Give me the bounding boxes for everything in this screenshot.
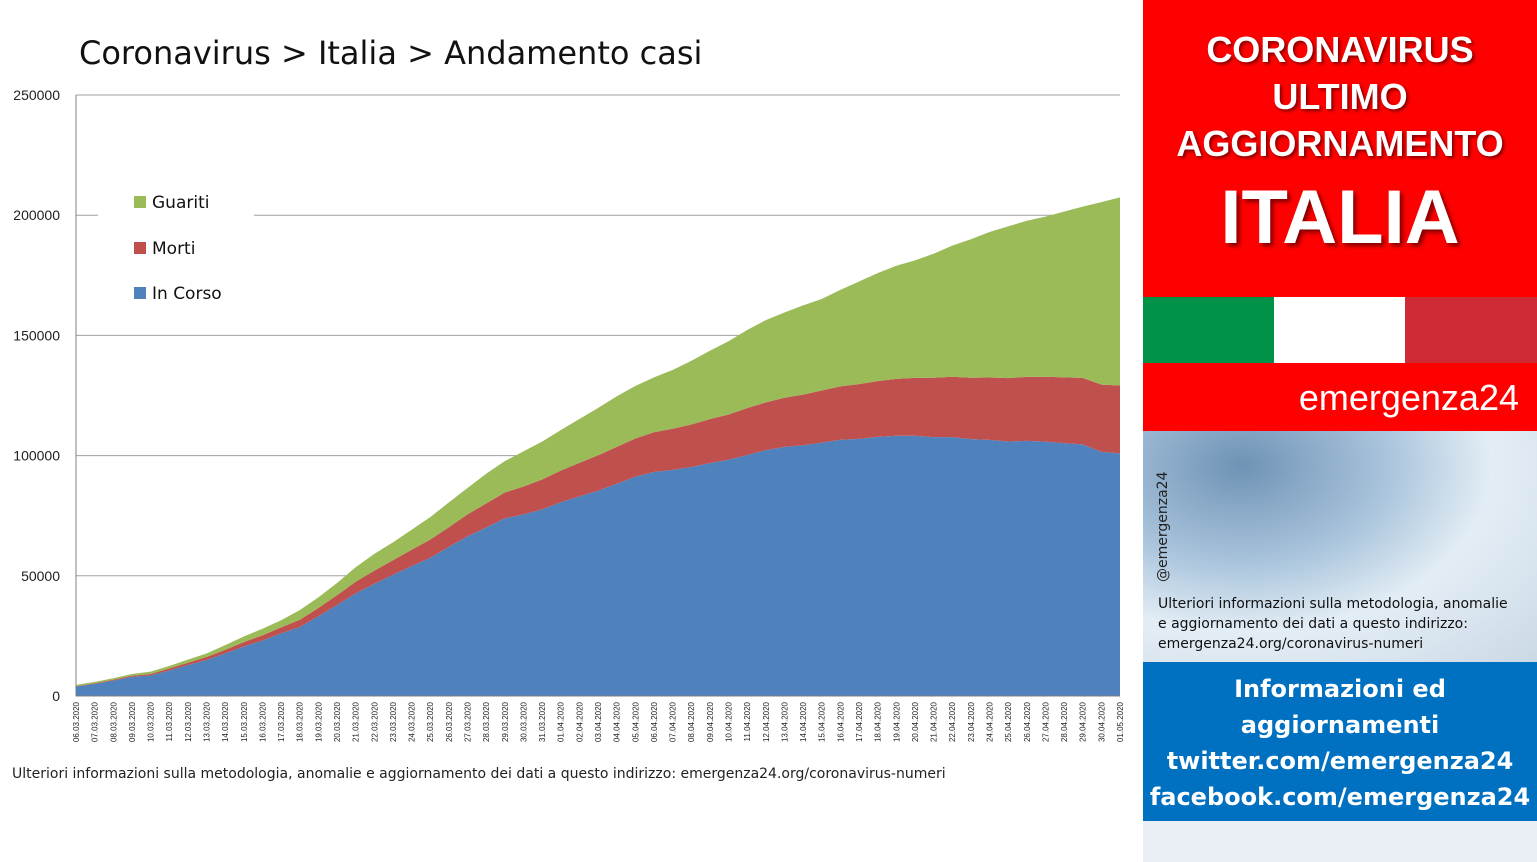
x-tick-label: 28.04.2020 — [1060, 701, 1069, 742]
x-tick-label: 05.04.2020 — [631, 701, 640, 742]
x-tick-label: 14.03.2020 — [221, 701, 230, 742]
legend-label: Morti — [152, 239, 195, 259]
x-tick-label: 10.04.2020 — [725, 701, 734, 742]
x-tick-label: 01.05.2020 — [1116, 701, 1125, 742]
x-tick-label: 07.04.2020 — [669, 701, 678, 742]
x-tick-label: 15.04.2020 — [818, 701, 827, 742]
banner-line-3: AGGIORNAMENTO — [1176, 123, 1504, 164]
x-tick-label: 25.03.2020 — [426, 701, 435, 742]
x-tick-label: 10.03.2020 — [147, 701, 156, 742]
x-tick-label: 30.03.2020 — [519, 701, 528, 742]
x-tick-label: 28.03.2020 — [482, 701, 491, 742]
chart-title: Coronavirus > Italia > Andamento casi — [79, 34, 703, 72]
background-photo — [1143, 431, 1537, 662]
x-tick-label: 25.04.2020 — [1004, 701, 1013, 742]
x-tick-label: 26.04.2020 — [1023, 701, 1032, 742]
x-tick-label: 27.04.2020 — [1041, 701, 1050, 742]
x-tick-label: 17.03.2020 — [277, 701, 286, 742]
banner-country: ITALIA — [1220, 175, 1460, 260]
x-tick-label: 04.04.2020 — [613, 701, 622, 742]
y-tick-label: 50000 — [21, 568, 60, 584]
x-tick-label: 14.04.2020 — [799, 701, 808, 742]
x-tick-label: 24.04.2020 — [986, 701, 995, 742]
italian-flag-icon — [1143, 297, 1537, 363]
brand-bar: emergenza24 — [1143, 363, 1537, 431]
info-line-1: Informazioni ed — [1234, 675, 1446, 703]
x-tick-label: 22.03.2020 — [370, 701, 379, 742]
update-banner: CORONAVIRUS ULTIMO AGGIORNAMENTO ITALIA — [1143, 0, 1537, 297]
x-tick-label: 11.03.2020 — [165, 701, 174, 741]
x-tick-label: 02.04.2020 — [575, 701, 584, 742]
legend-swatch — [134, 196, 146, 208]
flag-green-stripe — [1143, 297, 1274, 363]
x-tick-label: 08.04.2020 — [687, 701, 696, 742]
x-tick-label: 09.03.2020 — [128, 701, 137, 742]
legend-label: In Corso — [152, 284, 222, 304]
x-tick-label: 21.04.2020 — [930, 701, 939, 742]
x-tick-label: 27.03.2020 — [464, 701, 473, 742]
x-tick-label: 29.03.2020 — [501, 701, 510, 742]
y-tick-label: 150000 — [13, 327, 60, 343]
bottom-strip — [1143, 821, 1537, 862]
x-tick-label: 26.03.2020 — [445, 701, 454, 742]
x-tick-label: 31.03.2020 — [538, 701, 547, 742]
legend-swatch — [134, 242, 146, 254]
x-tick-label: 18.03.2020 — [296, 701, 305, 742]
facebook-link[interactable]: facebook.com/emergenza24 — [1149, 783, 1531, 811]
x-tick-label: 17.04.2020 — [855, 701, 864, 742]
x-tick-label: 07.03.2020 — [91, 701, 100, 742]
x-tick-label: 20.04.2020 — [911, 701, 920, 742]
area-morti — [76, 376, 1120, 687]
flag-white-stripe — [1274, 297, 1405, 363]
x-tick-label: 16.04.2020 — [836, 701, 845, 742]
side-note: Ulteriori informazioni sulla metodologia… — [1158, 596, 1508, 652]
legend-label: Guariti — [152, 193, 209, 213]
info-box: Informazioni ed aggiornamenti twitter.co… — [1143, 662, 1537, 821]
x-tick-label: 08.03.2020 — [109, 701, 118, 742]
x-tick-label: 20.03.2020 — [333, 701, 342, 742]
x-tick-label: 16.03.2020 — [258, 701, 267, 742]
legend-box — [98, 180, 254, 320]
y-tick-label: 200000 — [13, 207, 60, 223]
area-guariti — [76, 197, 1120, 687]
y-tick-label: 100000 — [13, 448, 60, 464]
x-tick-label: 11.04.2020 — [743, 701, 752, 741]
x-tick-label: 12.03.2020 — [184, 701, 193, 742]
x-tick-label: 29.04.2020 — [1079, 701, 1088, 742]
x-tick-label: 15.03.2020 — [240, 701, 249, 742]
x-tick-label: 06.04.2020 — [650, 701, 659, 742]
twitter-link[interactable]: twitter.com/emergenza24 — [1166, 747, 1514, 775]
x-tick-label: 13.04.2020 — [780, 701, 789, 742]
banner-line-1: CORONAVIRUS — [1206, 29, 1474, 70]
x-tick-label: 13.03.2020 — [203, 701, 212, 742]
x-tick-label: 03.04.2020 — [594, 701, 603, 742]
x-tick-label: 18.04.2020 — [874, 701, 883, 742]
x-tick-label: 19.04.2020 — [892, 701, 901, 742]
brand-logo: emergenza24 — [1298, 377, 1519, 418]
flag-red-stripe — [1405, 297, 1537, 363]
x-tick-label: 23.03.2020 — [389, 701, 398, 742]
x-tick-label: 09.04.2020 — [706, 701, 715, 742]
y-tick-label: 0 — [52, 688, 60, 704]
x-tick-label: 21.03.2020 — [352, 701, 361, 742]
footnote: Ulteriori informazioni sulla metodologia… — [12, 766, 946, 782]
x-tick-label: 19.03.2020 — [314, 701, 323, 742]
x-tick-label: 06.03.2020 — [72, 701, 81, 742]
banner-line-2: ULTIMO — [1272, 76, 1408, 117]
x-tick-label: 01.04.2020 — [557, 701, 566, 742]
y-tick-label: 250000 — [13, 87, 60, 103]
x-tick-label: 30.04.2020 — [1097, 701, 1106, 742]
info-line-2: aggiornamenti — [1240, 711, 1440, 739]
x-tick-label: 23.04.2020 — [967, 701, 976, 742]
legend-swatch — [134, 287, 146, 299]
x-tick-label: 24.03.2020 — [408, 701, 417, 742]
social-handle: @emergenza24 — [1155, 471, 1171, 583]
x-tick-label: 12.04.2020 — [762, 701, 771, 742]
x-tick-label: 22.04.2020 — [948, 701, 957, 742]
area-in-corso — [76, 435, 1120, 696]
area-chart: 0 50000 100000 150000 200000 250000 06.03.2020… — [13, 87, 1125, 742]
